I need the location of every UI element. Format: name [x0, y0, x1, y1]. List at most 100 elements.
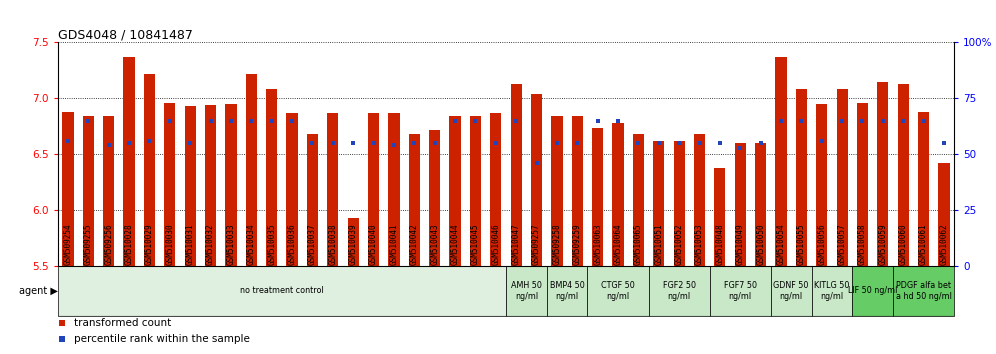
Text: no treatment control: no treatment control [240, 286, 324, 296]
Point [264, 118, 280, 124]
Bar [812, 266, 853, 315]
Point [712, 141, 728, 146]
Bar [714, 168, 725, 266]
Bar [58, 266, 506, 315]
Point [60, 138, 76, 144]
Point [508, 118, 524, 124]
Point [671, 141, 687, 146]
Point [366, 141, 381, 146]
Bar [552, 116, 563, 266]
Text: percentile rank within the sample: percentile rank within the sample [74, 334, 250, 344]
Point [488, 141, 504, 146]
Point [874, 118, 890, 124]
Point [915, 118, 931, 124]
Bar [506, 266, 547, 315]
Bar [918, 112, 929, 266]
Text: FGF2 50
ng/ml: FGF2 50 ng/ml [662, 281, 695, 301]
Point [284, 118, 300, 124]
Point [305, 141, 321, 146]
Bar [694, 134, 705, 266]
Bar [893, 266, 954, 315]
Bar [816, 104, 828, 266]
Bar [449, 116, 460, 266]
Bar [164, 103, 175, 266]
Point [855, 118, 871, 124]
Point [794, 118, 810, 124]
Bar [124, 57, 134, 266]
Point [467, 118, 483, 124]
Bar [388, 113, 399, 266]
Bar [348, 218, 359, 266]
Text: transformed count: transformed count [74, 318, 171, 329]
Point [385, 143, 401, 148]
Point [835, 118, 851, 124]
Text: BMP4 50
ng/ml: BMP4 50 ng/ml [550, 281, 585, 301]
Bar [307, 134, 318, 266]
Bar [429, 130, 440, 266]
Text: LIF 50 ng/ml: LIF 50 ng/ml [848, 286, 897, 296]
Bar [857, 103, 869, 266]
Bar [853, 266, 893, 315]
Text: AMH 50
ng/ml: AMH 50 ng/ml [511, 281, 542, 301]
Bar [83, 116, 94, 266]
Point [590, 118, 606, 124]
Bar [710, 266, 771, 315]
Bar [490, 113, 501, 266]
Point [549, 141, 565, 146]
Point [753, 141, 769, 146]
Point [101, 143, 117, 148]
Point [223, 118, 239, 124]
Bar [877, 82, 888, 266]
Bar [837, 90, 848, 266]
Bar [143, 74, 155, 266]
Bar [776, 57, 787, 266]
Bar [588, 266, 648, 315]
Text: PDGF alfa bet
a hd 50 ng/ml: PDGF alfa bet a hd 50 ng/ml [895, 281, 951, 301]
Bar [613, 123, 623, 266]
Point [630, 141, 646, 146]
Point [182, 141, 198, 146]
Point [650, 141, 666, 146]
Text: agent ▶: agent ▶ [19, 286, 58, 296]
Bar [225, 104, 236, 266]
Text: GDS4048 / 10841487: GDS4048 / 10841487 [58, 28, 192, 41]
Bar [673, 141, 684, 266]
Point [325, 141, 341, 146]
Bar [771, 266, 812, 315]
Bar [246, 74, 257, 266]
Point [122, 141, 137, 146]
Bar [796, 90, 807, 266]
Bar [755, 143, 766, 266]
Bar [368, 113, 379, 266]
Point [54, 336, 70, 342]
Bar [531, 94, 542, 266]
Text: CTGF 50
ng/ml: CTGF 50 ng/ml [602, 281, 634, 301]
Bar [897, 84, 908, 266]
Bar [547, 266, 588, 315]
Text: FGF7 50
ng/ml: FGF7 50 ng/ml [724, 281, 757, 301]
Point [570, 141, 586, 146]
Text: KITLG 50
ng/ml: KITLG 50 ng/ml [815, 281, 850, 301]
Bar [205, 105, 216, 266]
Bar [63, 112, 74, 266]
Bar [572, 116, 583, 266]
Point [202, 118, 218, 124]
Point [54, 321, 70, 326]
Bar [632, 134, 644, 266]
Point [406, 141, 422, 146]
Bar [184, 106, 196, 266]
Point [773, 118, 789, 124]
Point [895, 118, 911, 124]
Bar [104, 116, 115, 266]
Bar [328, 113, 339, 266]
Point [346, 141, 362, 146]
Bar [938, 163, 949, 266]
Point [447, 118, 463, 124]
Point [141, 138, 157, 144]
Bar [648, 266, 710, 315]
Point [610, 118, 625, 124]
Point [426, 141, 442, 146]
Bar [735, 143, 746, 266]
Bar [266, 90, 277, 266]
Text: GDNF 50
ng/ml: GDNF 50 ng/ml [774, 281, 809, 301]
